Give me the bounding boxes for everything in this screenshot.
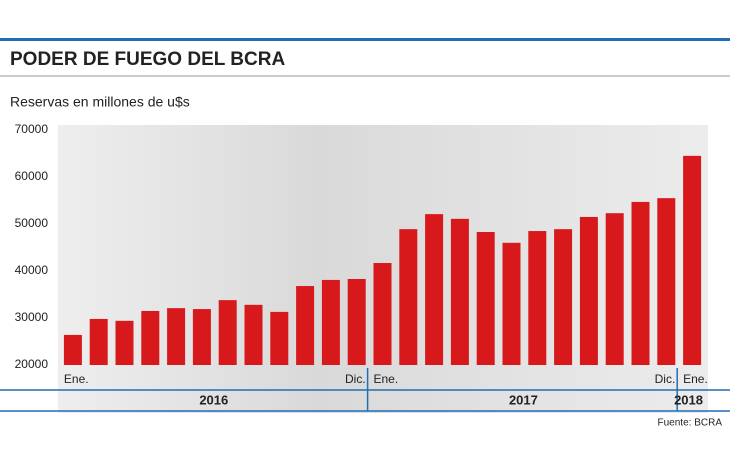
bar [631, 201, 650, 365]
bar [296, 286, 315, 365]
y-tick-label: 50000 [15, 216, 49, 230]
x-tick-label: Ene. [374, 372, 399, 386]
bar [579, 216, 598, 365]
y-tick-label: 60000 [15, 169, 49, 183]
source: Fuente: BCRA [658, 418, 723, 429]
bar [270, 311, 289, 365]
bar [63, 334, 82, 365]
bar [141, 310, 160, 365]
bar [399, 229, 418, 365]
x-tick-label: Ene. [683, 372, 708, 386]
bar [218, 300, 237, 365]
chart-subtitle: Reservas en millones de u$s [10, 94, 190, 110]
bar [657, 198, 676, 365]
bar [502, 242, 521, 365]
bar [425, 214, 444, 365]
top-rule [0, 38, 730, 41]
bar [476, 231, 495, 365]
bar [167, 308, 186, 365]
bar [244, 304, 263, 365]
x-tick-label: Dic. [345, 372, 366, 386]
year-label: 2016 [199, 392, 228, 407]
bar [89, 318, 108, 365]
x-tick-label: Ene. [64, 372, 89, 386]
year-label: 2017 [509, 392, 538, 407]
y-tick-label: 40000 [15, 263, 49, 277]
bar [192, 309, 211, 365]
x-tick-label: Dic. [655, 372, 676, 386]
bar [605, 213, 624, 365]
y-tick-label: 20000 [15, 357, 49, 371]
bar [347, 278, 366, 365]
y-tick-label: 70000 [15, 122, 49, 136]
y-tick-label: 30000 [15, 310, 49, 324]
bar [528, 231, 547, 365]
year-label: 2018 [674, 392, 703, 407]
bar [450, 218, 469, 365]
bar [554, 229, 573, 365]
bar [115, 320, 134, 365]
chart-title: PODER DE FUEGO DEL BCRA [10, 49, 285, 70]
bar [373, 263, 392, 365]
bar [683, 155, 702, 365]
bar [321, 279, 340, 365]
